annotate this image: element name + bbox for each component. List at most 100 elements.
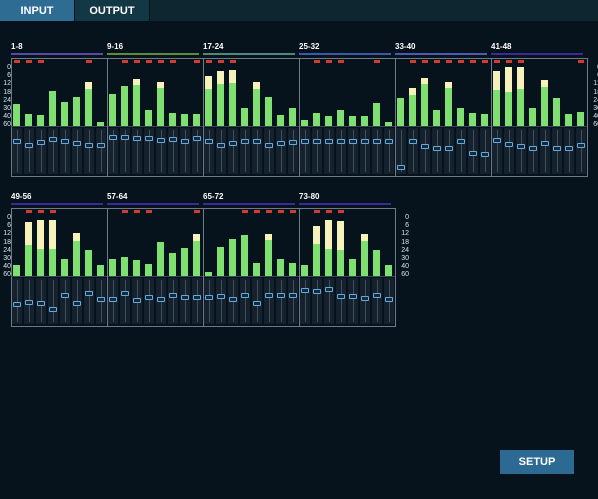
fader-knob[interactable] [289, 140, 297, 145]
fader-knob[interactable] [337, 294, 345, 299]
fader-knob[interactable] [229, 297, 237, 302]
fader-knob[interactable] [253, 139, 261, 144]
fader-track [137, 130, 138, 172]
fader-knob[interactable] [157, 297, 165, 302]
fader-knob[interactable] [145, 136, 153, 141]
fader-knob[interactable] [73, 141, 81, 146]
fader-knob[interactable] [25, 300, 33, 305]
fader-knob[interactable] [229, 141, 237, 146]
level-meter-peak [541, 80, 548, 87]
fader-knob[interactable] [265, 143, 273, 148]
fader-knob[interactable] [457, 139, 465, 144]
fader-knob[interactable] [565, 146, 573, 151]
fader-knob[interactable] [361, 139, 369, 144]
fader-knob[interactable] [121, 291, 129, 296]
fader-knob[interactable] [133, 136, 141, 141]
fader-knob[interactable] [325, 287, 333, 292]
fader-knob[interactable] [133, 298, 141, 303]
fader-knob[interactable] [277, 293, 285, 298]
fader-knob[interactable] [121, 135, 129, 140]
fader-knob[interactable] [577, 143, 585, 148]
fader-knob[interactable] [373, 293, 381, 298]
fader-knob[interactable] [385, 297, 393, 302]
channel-group-label: 65-72 [203, 192, 224, 201]
level-meter [13, 104, 20, 126]
level-meter [133, 79, 140, 126]
fader-knob[interactable] [505, 142, 513, 147]
db-scale-left: 0 6 12 18 24 30 40 60 [0, 214, 11, 278]
clip-indicator [170, 60, 176, 63]
fader-knob[interactable] [97, 143, 105, 148]
fader-knob[interactable] [313, 139, 321, 144]
fader-knob[interactable] [205, 139, 213, 144]
fader-knob[interactable] [517, 144, 525, 149]
fader-knob[interactable] [385, 139, 393, 144]
fader-knob[interactable] [349, 294, 357, 299]
clip-indicator [194, 60, 200, 63]
fader-knob[interactable] [109, 135, 117, 140]
fader-knob[interactable] [301, 288, 309, 293]
fader-knob[interactable] [169, 293, 177, 298]
fader-knob[interactable] [277, 141, 285, 146]
fader-knob[interactable] [193, 295, 201, 300]
fader-knob[interactable] [433, 146, 441, 151]
fader-knob[interactable] [289, 293, 297, 298]
fader-knob[interactable] [49, 137, 57, 142]
level-meter [493, 71, 500, 126]
fader-knob[interactable] [409, 139, 417, 144]
fader-track [221, 280, 222, 322]
fader-knob[interactable] [241, 293, 249, 298]
fader-knob[interactable] [181, 295, 189, 300]
setup-button[interactable]: SETUP [500, 450, 574, 474]
fader-knob[interactable] [325, 139, 333, 144]
fader-track [89, 280, 90, 322]
fader-knob[interactable] [217, 143, 225, 148]
fader-knob[interactable] [37, 301, 45, 306]
fader-knob[interactable] [157, 138, 165, 143]
level-meter [49, 91, 56, 126]
fader-knob[interactable] [373, 139, 381, 144]
fader-knob[interactable] [13, 302, 21, 307]
fader-knob[interactable] [301, 139, 309, 144]
clip-indicator [26, 60, 32, 63]
fader-knob[interactable] [85, 143, 93, 148]
fader-knob[interactable] [145, 295, 153, 300]
fader-knob[interactable] [97, 297, 105, 302]
fader-knob[interactable] [193, 136, 201, 141]
fader-knob[interactable] [181, 139, 189, 144]
fader-knob[interactable] [49, 307, 57, 312]
fader-knob[interactable] [397, 165, 405, 170]
fader-knob[interactable] [73, 301, 81, 306]
level-meter [253, 82, 260, 126]
fader-knob[interactable] [361, 296, 369, 301]
fader-knob[interactable] [445, 146, 453, 151]
fader-knob[interactable] [13, 139, 21, 144]
fader-knob[interactable] [217, 294, 225, 299]
fader-knob[interactable] [493, 138, 501, 143]
fader-knob[interactable] [313, 289, 321, 294]
clip-indicator [134, 210, 140, 213]
fader-knob[interactable] [337, 139, 345, 144]
fader-knob[interactable] [241, 139, 249, 144]
fader-knob[interactable] [85, 291, 93, 296]
fader-knob[interactable] [37, 140, 45, 145]
fader-knob[interactable] [109, 297, 117, 302]
fader-knob[interactable] [541, 141, 549, 146]
fader-knob[interactable] [529, 146, 537, 151]
fader-knob[interactable] [169, 137, 177, 142]
fader-knob[interactable] [469, 151, 477, 156]
fader-knob[interactable] [481, 152, 489, 157]
tab-input[interactable]: INPUT [0, 0, 75, 21]
fader-knob[interactable] [349, 139, 357, 144]
fader-knob[interactable] [61, 139, 69, 144]
fader-knob[interactable] [421, 144, 429, 149]
fader-knob[interactable] [253, 301, 261, 306]
fader-knob[interactable] [265, 293, 273, 298]
level-meter [409, 88, 416, 126]
tab-output[interactable]: OUTPUT [75, 0, 150, 21]
fader-track [341, 280, 342, 322]
fader-knob[interactable] [553, 146, 561, 151]
fader-knob[interactable] [61, 293, 69, 298]
fader-knob[interactable] [25, 143, 33, 148]
fader-knob[interactable] [205, 295, 213, 300]
